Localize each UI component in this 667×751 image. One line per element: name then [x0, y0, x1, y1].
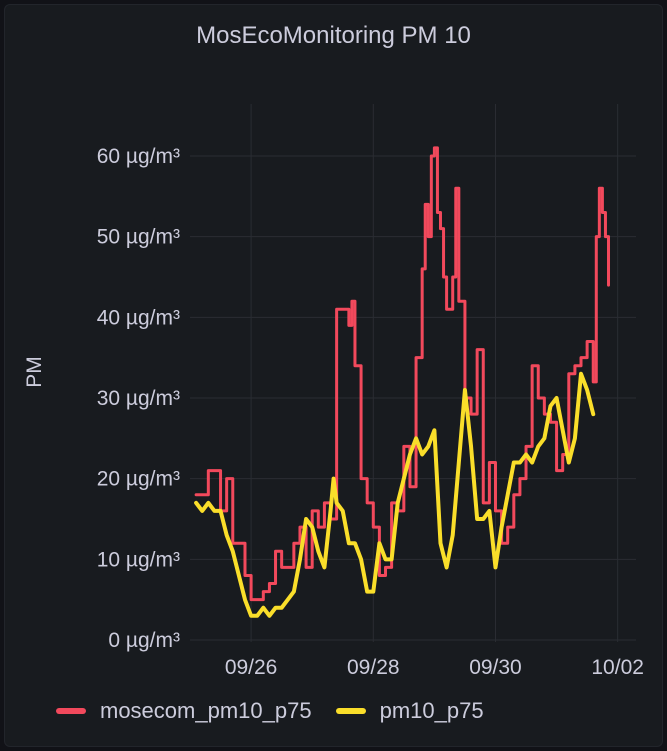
series-pm10-p75 — [194, 371, 596, 618]
legend-swatch-red — [56, 708, 86, 714]
chart-title: MosEcoMonitoring PM 10 — [196, 22, 471, 49]
series-line — [194, 146, 611, 602]
y-tick-label: 10 µg/m³ — [97, 548, 180, 571]
y-tick-label: 30 µg/m³ — [97, 387, 180, 410]
grid — [190, 104, 636, 642]
y-tick-label: 40 µg/m³ — [97, 306, 180, 329]
legend-label: mosecom_pm10_p75 — [100, 698, 312, 723]
x-tick-label: 09/30 — [469, 656, 522, 679]
y-tick-label: 20 µg/m³ — [97, 468, 180, 491]
legend-label: pm10_p75 — [379, 698, 484, 723]
series-layer — [194, 146, 611, 618]
series-mosecom-pm10-p75 — [194, 146, 611, 602]
x-tick-label: 09/28 — [347, 656, 400, 679]
x-tick-label: 10/02 — [591, 656, 644, 679]
y-tick-label: 0 µg/m³ — [108, 629, 180, 652]
y-axis-label: PM — [23, 356, 46, 388]
x-axis-ticks: 09/26 09/28 09/30 10/02 — [225, 656, 644, 679]
y-axis-ticks: 0 µg/m³ 10 µg/m³ 20 µg/m³ 30 µg/m³ 40 µg/m³ 5… — [97, 145, 180, 652]
chart-panel — [4, 4, 663, 747]
series-line — [194, 371, 596, 618]
legend: mosecom_pm10_p75 pm10_p75 — [56, 696, 484, 726]
y-tick-label: 50 µg/m³ — [97, 226, 180, 249]
x-tick-label: 09/26 — [225, 656, 278, 679]
y-tick-label: 60 µg/m³ — [97, 145, 180, 168]
legend-item-pm10-p75[interactable]: pm10_p75 — [335, 698, 484, 724]
legend-swatch-yellow — [335, 708, 366, 714]
legend-item-mosecom-pm10-p75[interactable]: mosecom_pm10_p75 — [56, 698, 312, 724]
